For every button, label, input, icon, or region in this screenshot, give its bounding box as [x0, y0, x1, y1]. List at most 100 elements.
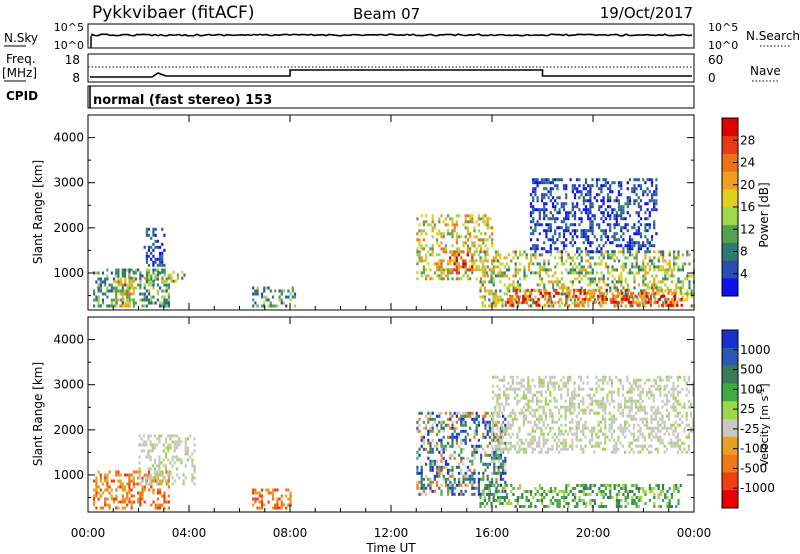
- echo-cell: [137, 268, 140, 272]
- echo-cell: [542, 408, 545, 412]
- echo-cell: [677, 502, 680, 505]
- echo-cell: [688, 274, 691, 278]
- echo-cell: [651, 292, 654, 296]
- echo-cell: [613, 487, 616, 490]
- echo-cell: [538, 375, 541, 379]
- echo-cell: [480, 477, 483, 481]
- echo-cell: [626, 187, 629, 191]
- echo-cell: [584, 235, 588, 239]
- echo-cell: [642, 244, 645, 248]
- echo-cell: [577, 423, 580, 427]
- echo-cell: [182, 482, 185, 486]
- echo-cell: [494, 408, 497, 412]
- velocity-colorbar-frame: [721, 329, 739, 509]
- echo-cell: [117, 271, 120, 275]
- echo-cell: [527, 268, 530, 272]
- echo-cell: [519, 268, 522, 272]
- echo-cell: [137, 476, 140, 480]
- echo-cell: [483, 250, 486, 254]
- echo-cell: [675, 262, 678, 266]
- echo-cell: [673, 268, 676, 272]
- echo-cell: [492, 277, 495, 281]
- echo-cell: [541, 502, 544, 505]
- echo-cell: [549, 295, 552, 299]
- echo-cell: [533, 288, 536, 292]
- echo-cell: [160, 470, 163, 474]
- echo-cell: [466, 232, 469, 236]
- echo-cell: [530, 490, 533, 493]
- echo-cell: [613, 447, 616, 451]
- echo-cell: [573, 229, 577, 233]
- echo-cell: [514, 411, 517, 415]
- echo-cell: [643, 411, 646, 415]
- velocity-colorbar-swatch: [722, 454, 738, 473]
- echo-cell: [626, 244, 629, 248]
- echo-cell: [479, 505, 482, 508]
- echo-cell: [449, 435, 452, 439]
- echo-cell: [560, 241, 563, 245]
- echo-cell: [494, 292, 497, 296]
- echo-cell: [167, 283, 170, 287]
- echo-cell: [480, 268, 483, 272]
- echo-cell: [534, 295, 537, 299]
- echo-cell: [554, 301, 557, 305]
- echo-cell: [534, 193, 537, 197]
- echo-cell: [553, 399, 556, 403]
- echo-cell: [607, 283, 610, 287]
- echo-cell: [167, 443, 170, 447]
- echo-cell: [121, 497, 124, 501]
- velocity-colorbar-swatch: [722, 472, 738, 491]
- echo-cell: [483, 295, 486, 299]
- echo-cell: [139, 503, 142, 507]
- echo-cell: [586, 405, 589, 409]
- echo-cell: [529, 232, 533, 236]
- echo-cell: [624, 223, 627, 227]
- echo-cell: [663, 444, 666, 448]
- echo-cell: [464, 271, 467, 275]
- echo-cell: [115, 497, 118, 501]
- echo-cell: [161, 227, 164, 231]
- echo-cell: [492, 271, 495, 275]
- echo-cell: [615, 493, 618, 496]
- echo-cell: [161, 503, 164, 507]
- echo-cell: [145, 254, 148, 258]
- echo-cell: [477, 253, 480, 257]
- echo-cell: [597, 429, 600, 433]
- echo-cell: [525, 447, 528, 451]
- echo-cell: [551, 417, 554, 421]
- echo-cell: [110, 494, 113, 498]
- echo-cell: [554, 256, 557, 260]
- echo-cell: [440, 465, 443, 469]
- echo-cell: [97, 470, 100, 474]
- echo-cell: [486, 502, 489, 505]
- echo-cell: [280, 506, 283, 510]
- echo-cell: [670, 268, 673, 272]
- echo-cell: [494, 490, 497, 493]
- echo-cell: [637, 505, 640, 508]
- echo-cell: [560, 441, 563, 445]
- beam-title: Beam 07: [353, 5, 420, 23]
- echo-cell: [549, 298, 552, 302]
- echo-cell: [137, 497, 140, 501]
- echo-cell: [475, 486, 478, 490]
- echo-cell: [600, 304, 603, 308]
- echo-cell: [625, 297, 628, 301]
- echo-cell: [562, 244, 566, 248]
- echo-cell: [614, 300, 617, 304]
- echo-cell: [664, 274, 667, 278]
- echo-cell: [587, 283, 590, 287]
- echo-cell: [624, 450, 627, 454]
- echo-cell: [138, 443, 141, 447]
- echo-cell: [680, 297, 683, 301]
- echo-cell: [511, 297, 514, 301]
- echo-cell: [483, 505, 486, 508]
- echo-cell: [543, 193, 546, 197]
- echo-cell: [95, 488, 98, 492]
- echo-cell: [156, 473, 159, 477]
- echo-cell: [156, 482, 159, 486]
- echo-cell: [501, 490, 504, 493]
- echo-cell: [690, 274, 693, 278]
- echo-cell: [652, 393, 655, 397]
- echo-cell: [668, 399, 671, 403]
- echo-cell: [416, 480, 419, 484]
